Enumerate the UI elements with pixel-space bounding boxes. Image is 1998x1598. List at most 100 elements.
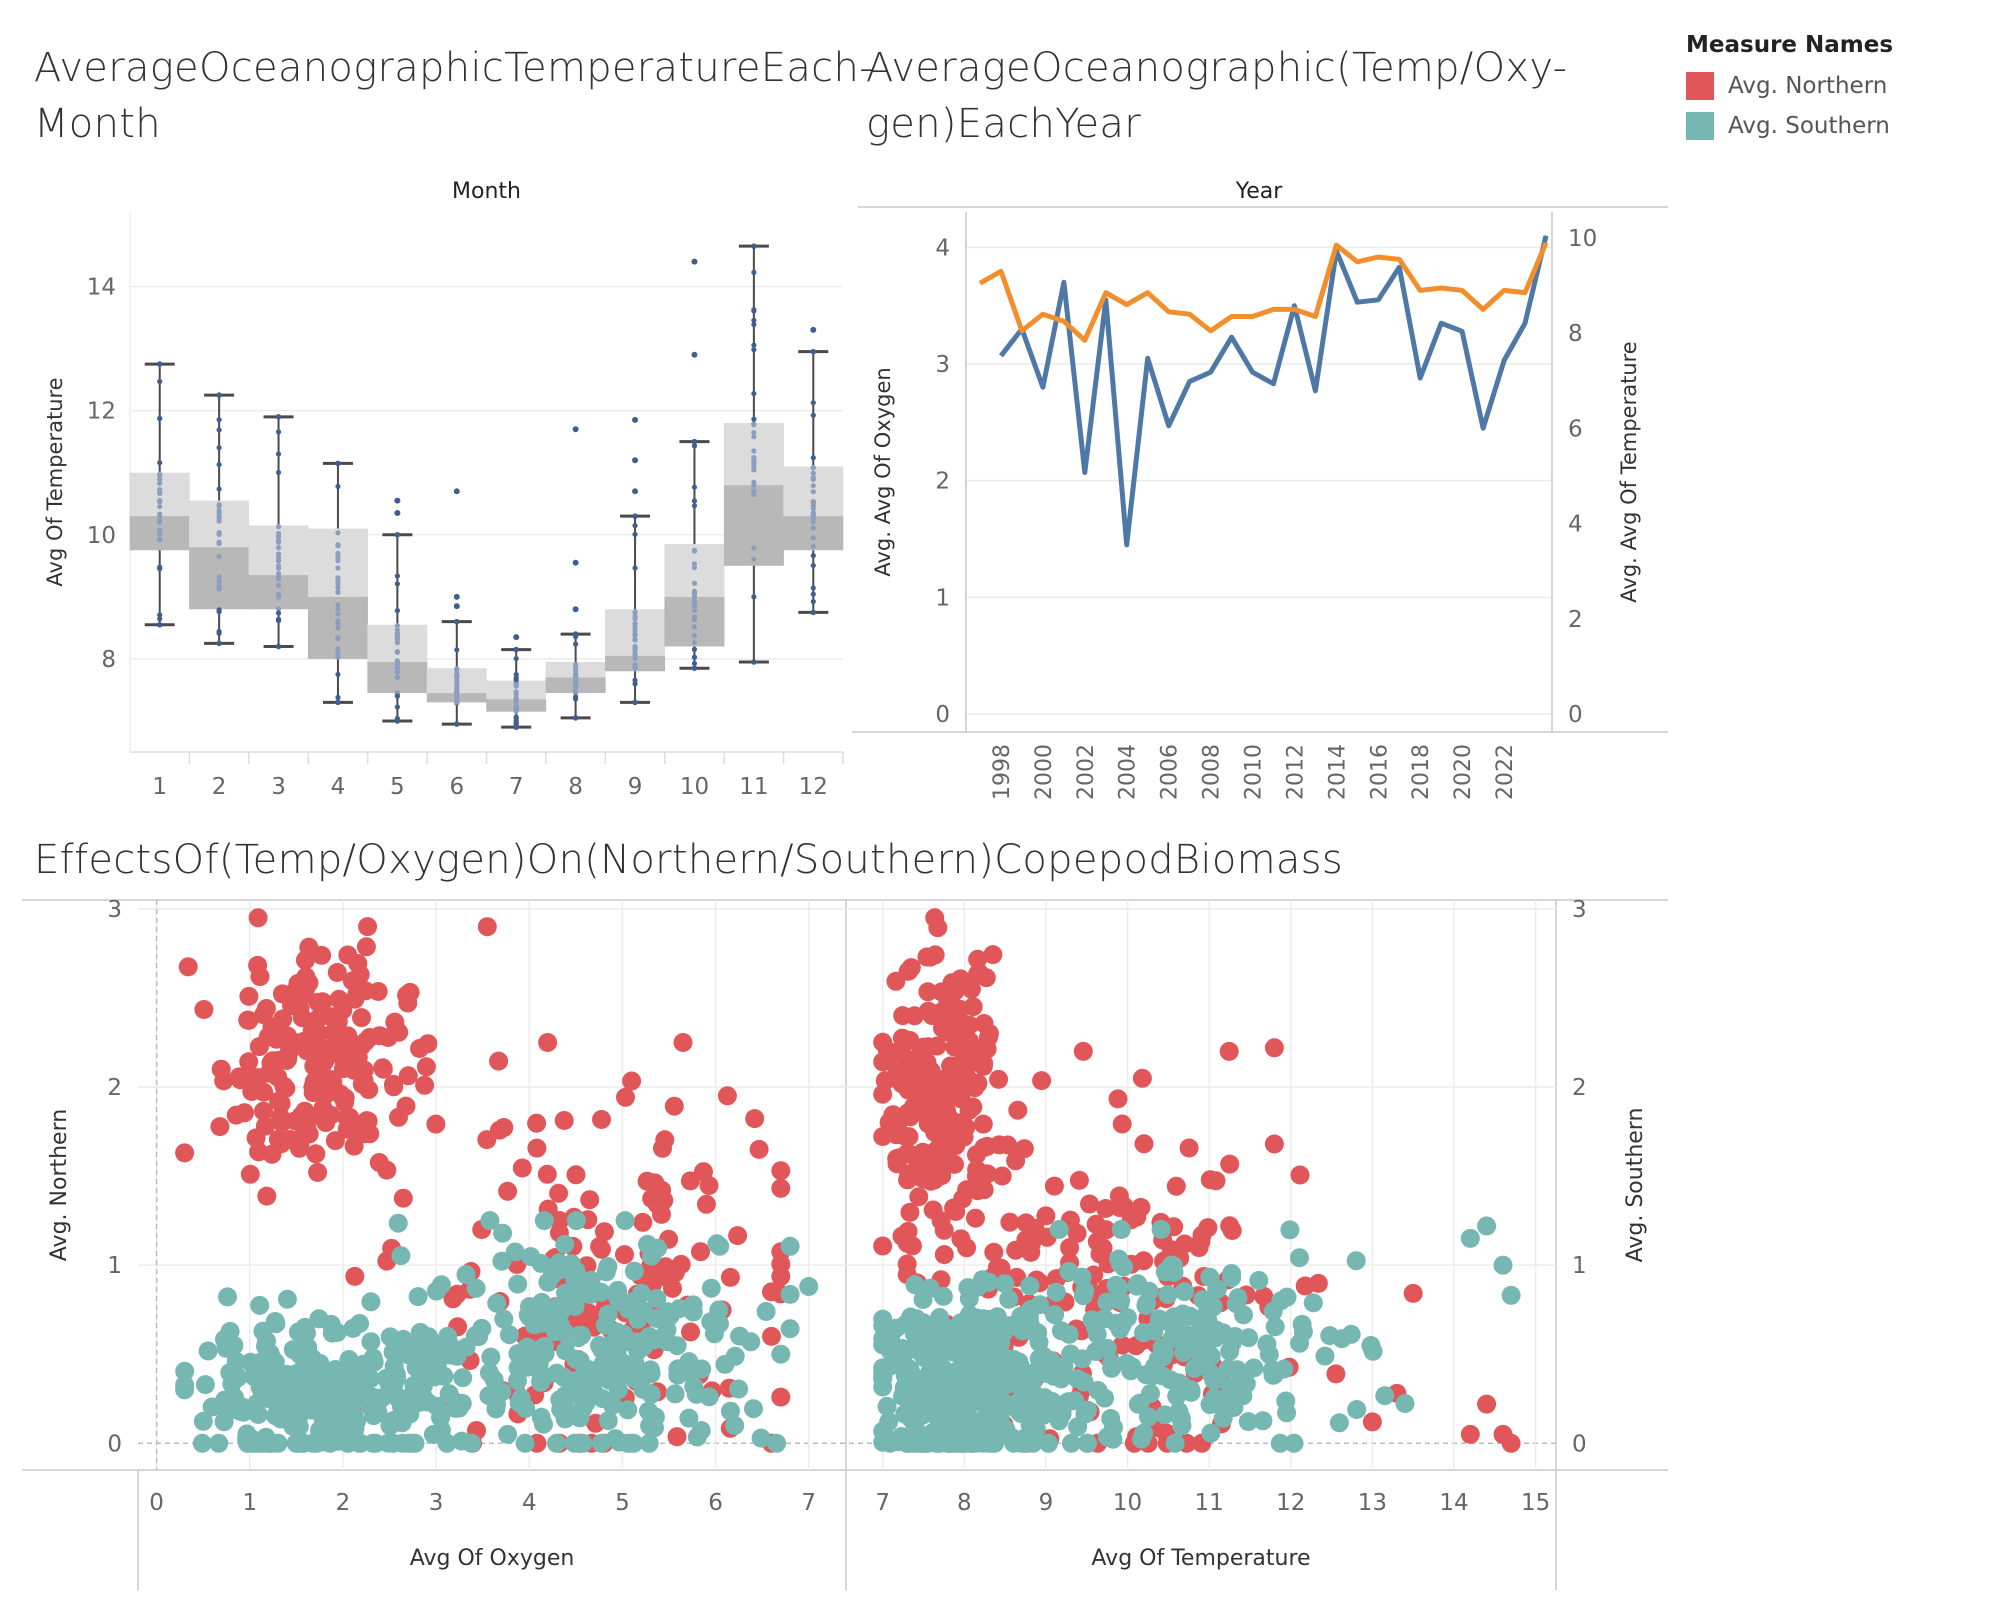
box-ytick-label: 10 [87,523,116,549]
box-ytick-label: 12 [87,399,116,425]
southern-point [1026,1419,1046,1439]
northern-point [877,1041,897,1061]
northern-point [477,917,497,937]
southern-point [1202,1364,1221,1384]
box-outlier [632,457,639,464]
southern-point [531,1253,551,1273]
box-point [573,674,579,681]
southern-point [309,1354,329,1374]
southern-point [1128,1274,1148,1294]
northern-point [273,1009,293,1029]
box-point [810,348,817,355]
southern-point [1239,1328,1259,1348]
southern-point [780,1319,800,1339]
northern-point [396,1096,416,1116]
southern-point [624,1433,644,1453]
northern-point [1000,1212,1020,1232]
box-outlier [572,606,579,613]
box-point [216,486,222,492]
legend-item-southern[interactable]: Avg. Southern [1686,106,1893,146]
southern-point [1078,1400,1097,1420]
northern-point [537,1164,557,1184]
northern-point [1179,1138,1199,1158]
northern-point [966,1166,986,1186]
northern-point [720,1267,740,1287]
line-right-tick-label: 4 [1568,512,1583,538]
box-point [691,660,698,667]
southern-point [422,1356,442,1376]
southern-point [979,1272,999,1292]
southern-point [1131,1429,1151,1449]
scatter-right-tick-label: 1 [1572,1253,1587,1279]
southern-point [209,1433,229,1453]
northern-point [958,1033,978,1053]
southern-point [929,1359,948,1378]
southern-point [979,1310,999,1329]
southern-point [484,1370,504,1390]
line-xtick-label: 2010 [1242,744,1267,800]
northern-point [527,1138,547,1158]
box-point [275,616,282,622]
box-point [513,677,519,683]
northern-point [897,1143,917,1163]
box-point [275,539,282,545]
southern-point [417,1392,437,1412]
northern-point [717,1086,737,1106]
northern-point [992,1166,1012,1186]
box-point [632,628,638,634]
southern-point [269,1390,289,1410]
southern-point [947,1392,967,1411]
northern-point [393,1188,413,1208]
northern-point [342,1118,362,1138]
box-point [632,681,638,687]
northern-point [918,982,938,1002]
northern-point [656,1257,675,1277]
scatter-xtick-label: 15 [1521,1490,1550,1516]
southern-point [962,1389,982,1409]
southern-point [265,1352,285,1372]
box-point [632,622,638,628]
box-point [216,554,222,560]
scatter-right-tick-label: 2 [1572,1075,1587,1101]
northern-point [214,1071,234,1091]
box-point [810,535,816,541]
southern-point [877,1396,897,1416]
northern-point [928,918,948,938]
southern-point [1213,1408,1233,1428]
scatter-xtick-label: 7 [875,1490,890,1516]
box-point [156,621,163,628]
northern-point [1192,1225,1212,1245]
scatter-left-tick-label: 0 [107,1431,122,1457]
box-point [632,652,638,658]
southern-point [256,1336,275,1356]
southern-point [258,1433,278,1453]
southern-point [198,1341,218,1361]
box-point [810,519,816,525]
box-point [216,628,222,635]
line-left-tick-label: 4 [935,235,950,261]
box-point [632,513,638,519]
box-point [454,694,460,700]
box-point [216,579,222,585]
box-point [572,631,579,637]
southern-point [1109,1278,1129,1298]
box-point [157,498,163,504]
legend-swatch-southern [1686,112,1714,140]
northern-point [989,1069,1009,1089]
legend-item-northern[interactable]: Avg. Northern [1686,66,1893,106]
box-point [275,557,282,563]
box-outlier [632,416,639,423]
line-xtick-label: 2022 [1493,744,1518,800]
southern-point [951,1433,971,1453]
box-point [394,581,400,587]
line-left-tick-label: 2 [935,469,950,495]
southern-point [873,1377,893,1397]
box-point [632,647,638,653]
box-point [335,550,341,556]
northern-point [1114,1196,1134,1216]
northern-point [356,981,375,1001]
box-point [454,647,460,653]
northern-point [254,1101,273,1121]
box-outlier [453,593,460,600]
southern-point [1181,1382,1201,1402]
